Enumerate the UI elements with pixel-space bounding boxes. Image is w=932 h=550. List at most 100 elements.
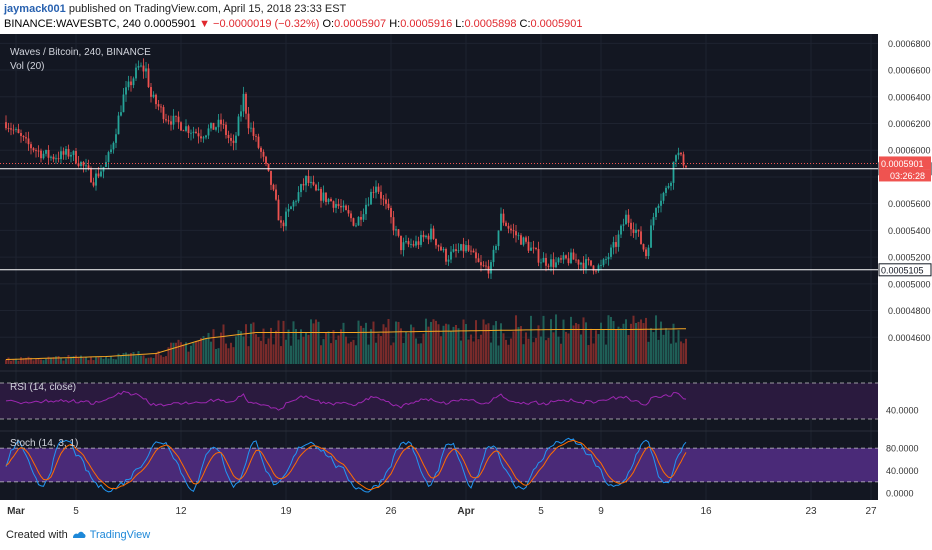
volume-bar	[127, 353, 130, 364]
candle-body	[257, 136, 260, 148]
candle-body	[145, 68, 147, 72]
stoch-legend: Stoch (14, 3, 1)	[10, 438, 78, 449]
candle-body	[635, 229, 637, 233]
volume-bar	[387, 319, 390, 364]
candle-body	[592, 265, 595, 271]
volume-bar	[487, 323, 490, 364]
volume-bar	[37, 358, 40, 364]
candle-body	[435, 238, 437, 246]
volume-bar	[270, 327, 272, 364]
candle-body	[132, 78, 135, 86]
candle-body	[417, 241, 420, 245]
author-link[interactable]: jaymack001	[4, 3, 66, 15]
volume-bar	[122, 353, 125, 364]
candle-body	[100, 171, 102, 177]
volume-bar	[612, 321, 615, 364]
volume-bar	[267, 338, 270, 364]
candle-body	[562, 255, 565, 260]
volume-bar	[340, 329, 342, 364]
volume-bar	[77, 357, 80, 364]
volume-bar	[327, 331, 330, 364]
candle-body	[357, 217, 360, 226]
candle-body	[5, 122, 7, 129]
level-label-box	[878, 263, 932, 277]
candle-body	[167, 120, 170, 122]
tradingview-brand-link[interactable]: TradingView	[89, 529, 151, 541]
volume-bar	[180, 342, 182, 364]
candle-body	[625, 214, 627, 225]
volume-bar	[255, 334, 257, 364]
volume-bar	[682, 343, 685, 364]
candle-body	[395, 229, 397, 231]
price-tick-label: 0.0005400	[888, 226, 931, 236]
volume-bar	[175, 342, 177, 364]
publish-line: jaymack001 published on TradingView.com,…	[4, 3, 346, 15]
volume-bar	[450, 330, 452, 364]
candle-body	[545, 257, 547, 266]
volume-bar	[377, 333, 380, 364]
volume-bar	[40, 359, 42, 364]
candle-body	[512, 230, 515, 232]
price-tick-label: 0.0005600	[888, 199, 931, 209]
candle-body	[45, 149, 47, 154]
candle-body	[17, 129, 20, 134]
candle-body	[667, 185, 670, 188]
candle-body	[155, 94, 157, 105]
volume-bar	[315, 319, 317, 364]
volume-bar	[332, 330, 335, 364]
volume-bar	[240, 331, 242, 364]
volume-bar	[460, 340, 462, 364]
volume-bar	[642, 323, 645, 364]
candle-body	[260, 147, 262, 152]
candle-body	[175, 115, 177, 117]
candle-body	[572, 252, 575, 260]
close-value: 0.0005901	[530, 18, 583, 30]
time-tick-label: Apr	[457, 506, 474, 517]
volume-bar	[607, 315, 610, 364]
volume-bar	[567, 333, 570, 364]
volume-bar	[20, 357, 22, 364]
chart-canvas[interactable]: 0.00058610.00051050.00068000.00066000.00…	[0, 34, 932, 522]
volume-bar	[312, 323, 315, 364]
volume-bar	[215, 348, 217, 364]
candle-body	[475, 252, 477, 259]
candle-body	[602, 259, 605, 266]
volume-bar	[45, 358, 47, 364]
volume-bar	[637, 321, 640, 364]
candle-body	[385, 199, 387, 204]
candle-body	[205, 135, 207, 138]
candle-body	[77, 163, 80, 166]
volume-bar	[575, 322, 577, 364]
volume-bar	[275, 330, 277, 364]
candle-body	[470, 250, 472, 252]
volume-bar	[210, 341, 212, 364]
candle-body	[287, 209, 290, 212]
volume-bar	[85, 356, 87, 364]
volume-bar	[287, 329, 290, 364]
volume-bar	[667, 330, 670, 364]
volume-bar	[170, 342, 172, 364]
candle-body	[292, 201, 295, 207]
volume-bar	[302, 336, 305, 364]
volume-bar	[145, 358, 147, 364]
volume-bar	[222, 324, 225, 364]
volume-bar	[480, 334, 482, 364]
candle-body	[25, 137, 27, 139]
candle-body	[407, 241, 410, 245]
candle-body	[622, 224, 625, 226]
volume-bar	[110, 355, 112, 364]
published-text: published on TradingView.com, April 15, …	[68, 3, 347, 15]
volume-bar	[25, 357, 27, 364]
volume-bar	[190, 345, 192, 364]
plot-background	[0, 34, 878, 522]
candle-body	[30, 144, 32, 149]
candle-body	[645, 249, 647, 257]
candle-body	[472, 250, 475, 253]
candle-body	[197, 133, 200, 137]
candle-body	[307, 175, 310, 183]
candle-body	[360, 217, 362, 220]
volume-bar	[627, 335, 630, 364]
candle-body	[325, 192, 327, 202]
volume-bar	[212, 329, 215, 364]
volume-bar	[357, 320, 360, 364]
